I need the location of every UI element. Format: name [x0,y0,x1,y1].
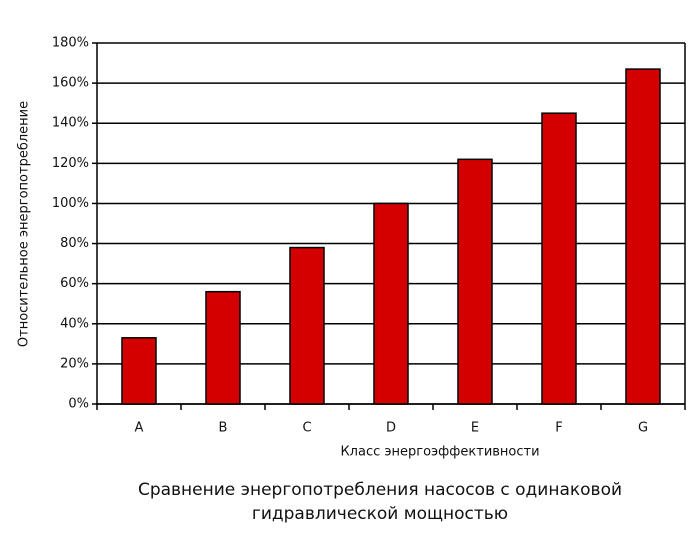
bar [373,202,409,405]
x-tick-label: E [471,421,479,436]
bar [289,246,325,405]
chart-title: Сравнение энергопотребления насосов с од… [137,480,623,524]
y-axis-label: Относительное энергопотребление [17,101,32,347]
x-tick-label: B [219,421,228,436]
bar [205,290,241,405]
y-tick-label: 140% [52,116,89,131]
bar [457,158,493,405]
chart: Класс энергоэффективности Относительное … [17,36,686,460]
bar [625,68,661,405]
y-tick-label: 40% [60,316,89,331]
y-tick-label: 160% [52,76,89,91]
bar [121,337,157,405]
y-tick-label: 120% [52,156,89,171]
x-axis-label: Класс энергоэффективности [340,445,539,460]
x-tick-label: G [638,421,648,436]
y-tick-label: 20% [60,356,89,371]
y-tick-label: 0% [68,397,89,412]
bar [541,112,577,405]
x-tick-label: C [302,421,311,436]
y-tick-label: 80% [60,236,89,251]
y-tick-label: 60% [60,276,89,291]
y-tick-label: 180% [52,36,89,51]
y-tick-label: 100% [52,196,89,211]
x-tick-label: A [135,421,144,436]
x-tick-label: D [386,421,396,436]
x-tick-label: F [555,421,562,436]
